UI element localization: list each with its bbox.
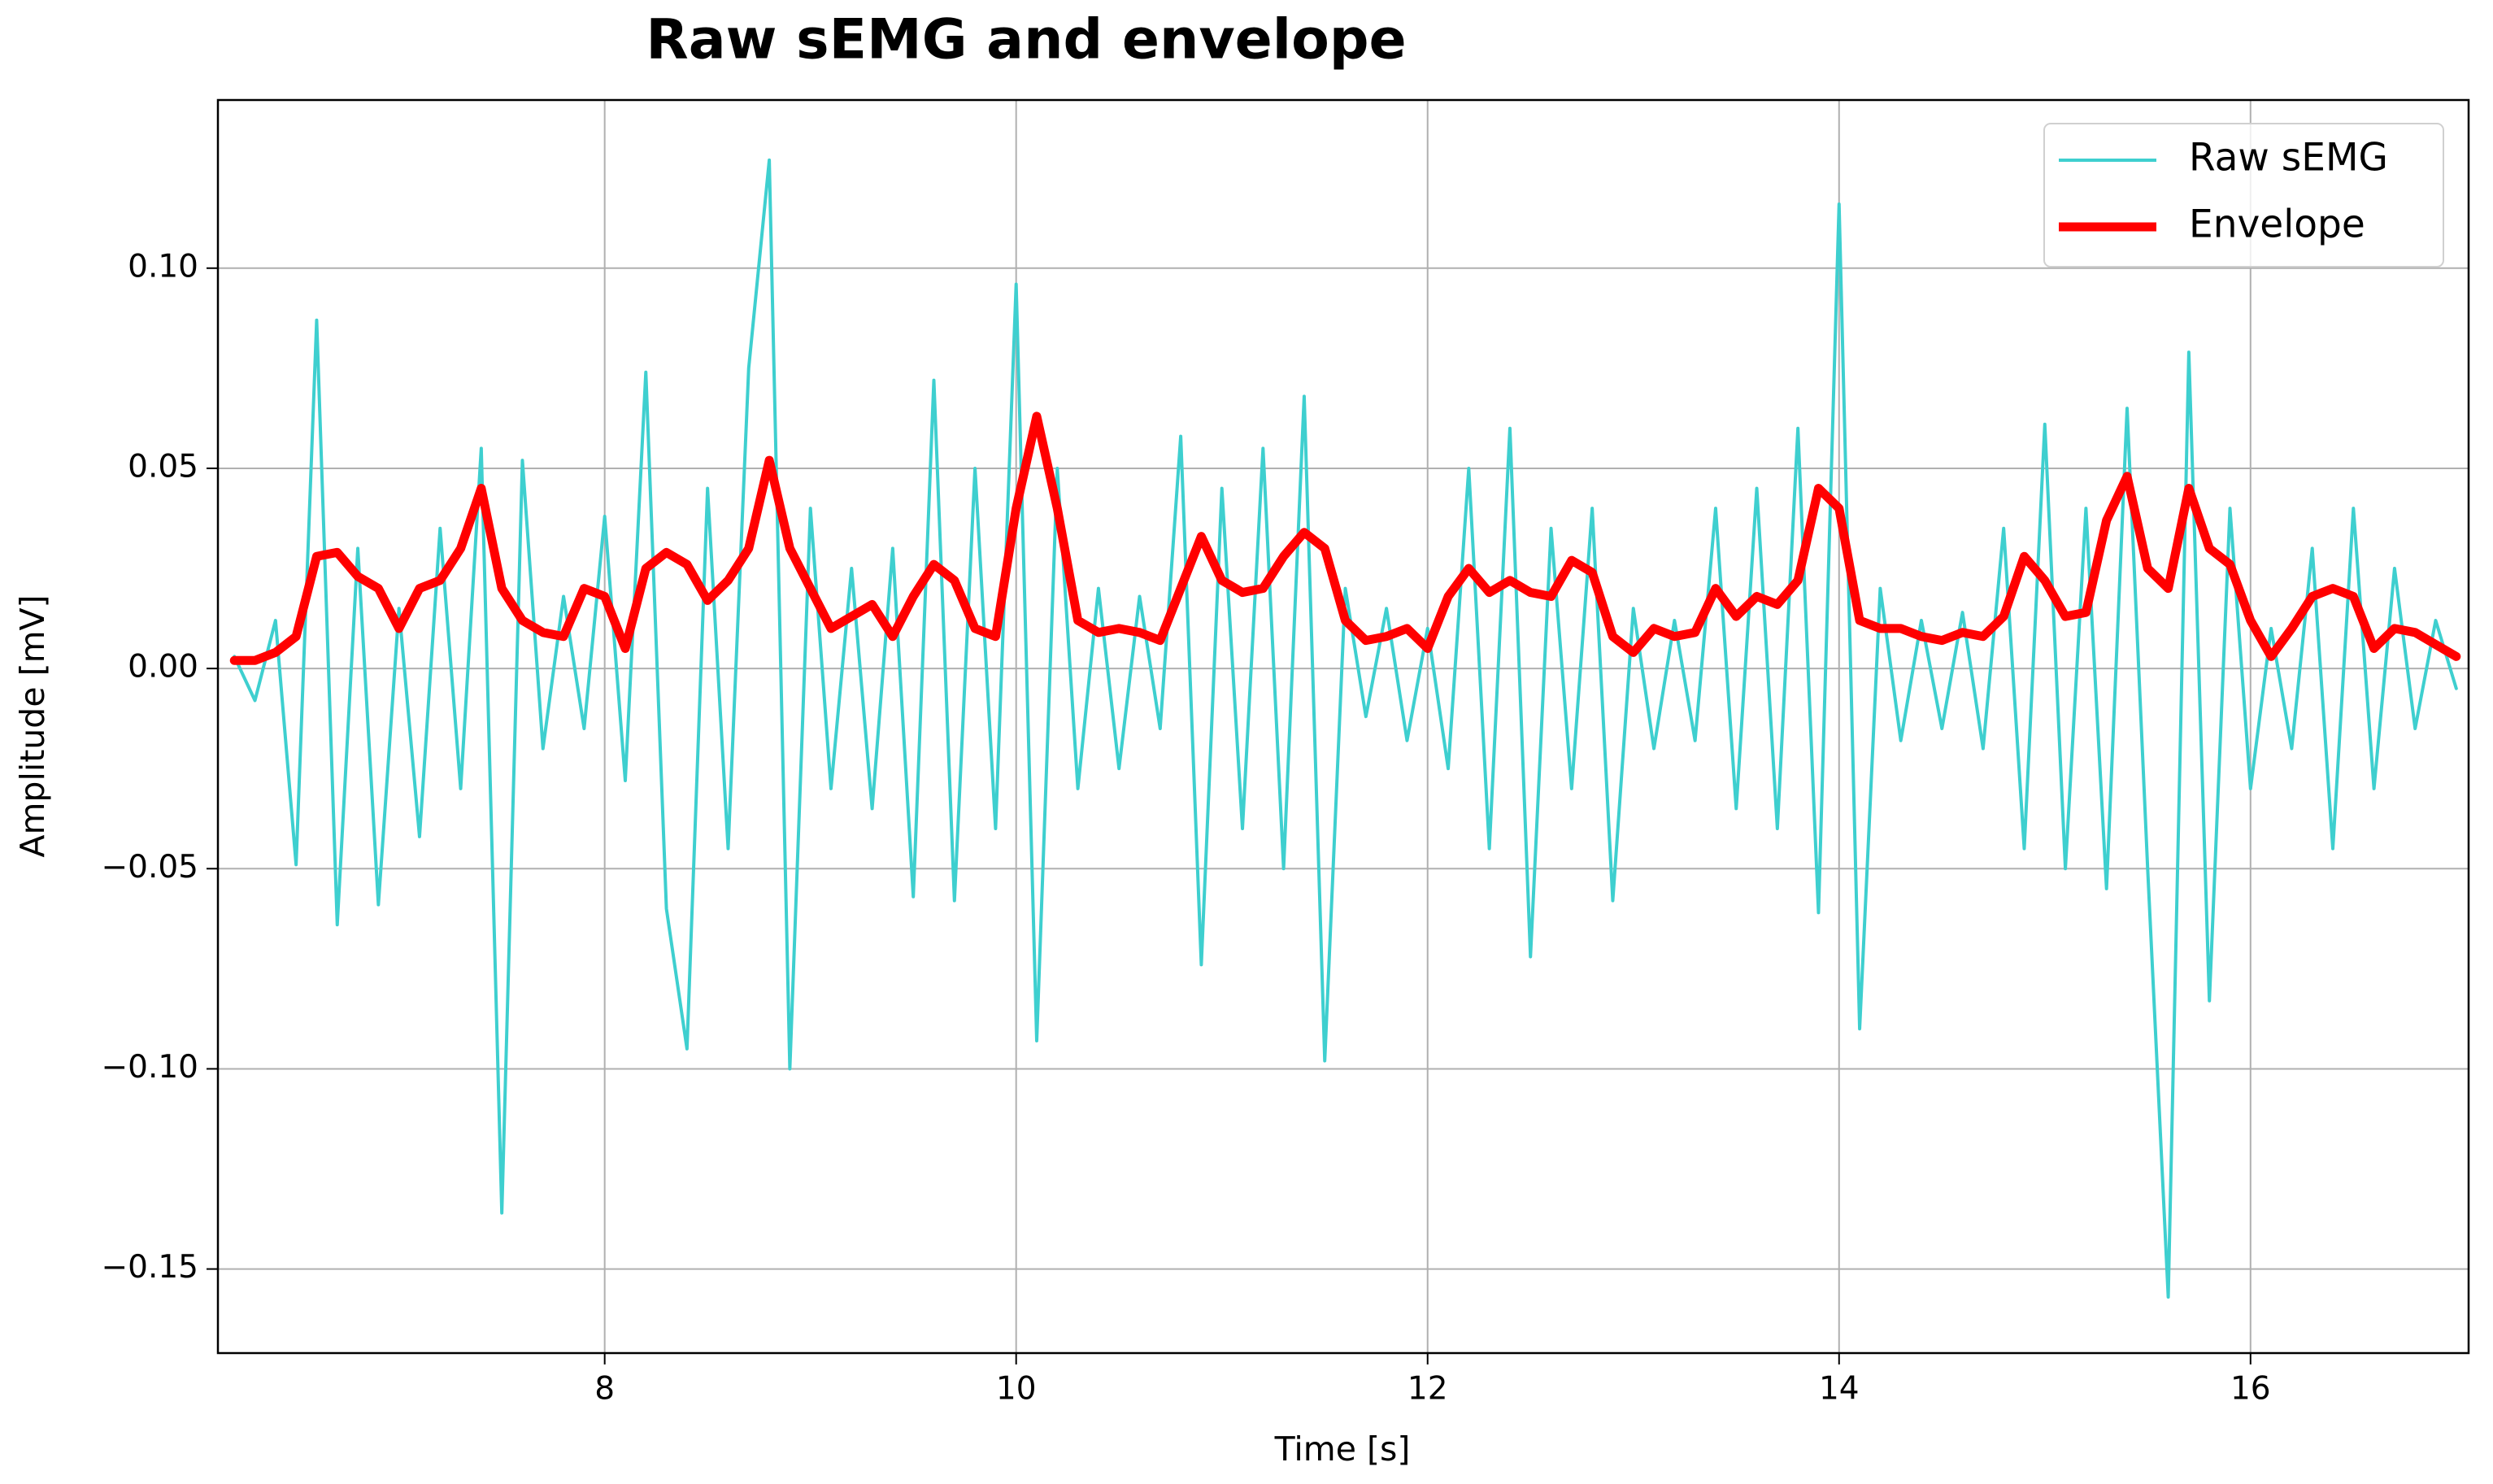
x-tick-label: 14 bbox=[1819, 1371, 1860, 1408]
y-tick-label: 0.10 bbox=[128, 248, 198, 285]
x-tick-label: 10 bbox=[996, 1371, 1037, 1408]
series-line bbox=[233, 158, 2458, 1299]
legend-label: Raw sEMG bbox=[2189, 136, 2388, 181]
chart-title: Raw sEMG and envelope bbox=[646, 8, 1406, 72]
plot-area bbox=[229, 158, 2461, 1299]
x-tick-label: 16 bbox=[2230, 1371, 2271, 1408]
y-axis-label: Amplitude [mV] bbox=[13, 594, 52, 857]
y-tick-label: −0.15 bbox=[101, 1249, 198, 1286]
x-tick-label: 8 bbox=[594, 1371, 615, 1408]
x-axis-label: Time [s] bbox=[1274, 1430, 1411, 1469]
legend-label: Envelope bbox=[2189, 202, 2365, 247]
y-tick-label: −0.05 bbox=[101, 849, 198, 886]
y-tick-label: −0.10 bbox=[101, 1049, 198, 1086]
y-tick-label: 0.05 bbox=[128, 448, 198, 485]
x-tick-label: 12 bbox=[1407, 1371, 1448, 1408]
series-line bbox=[229, 411, 2461, 665]
plot-frame bbox=[216, 98, 2470, 1355]
y-tick-label: 0.00 bbox=[128, 649, 198, 685]
